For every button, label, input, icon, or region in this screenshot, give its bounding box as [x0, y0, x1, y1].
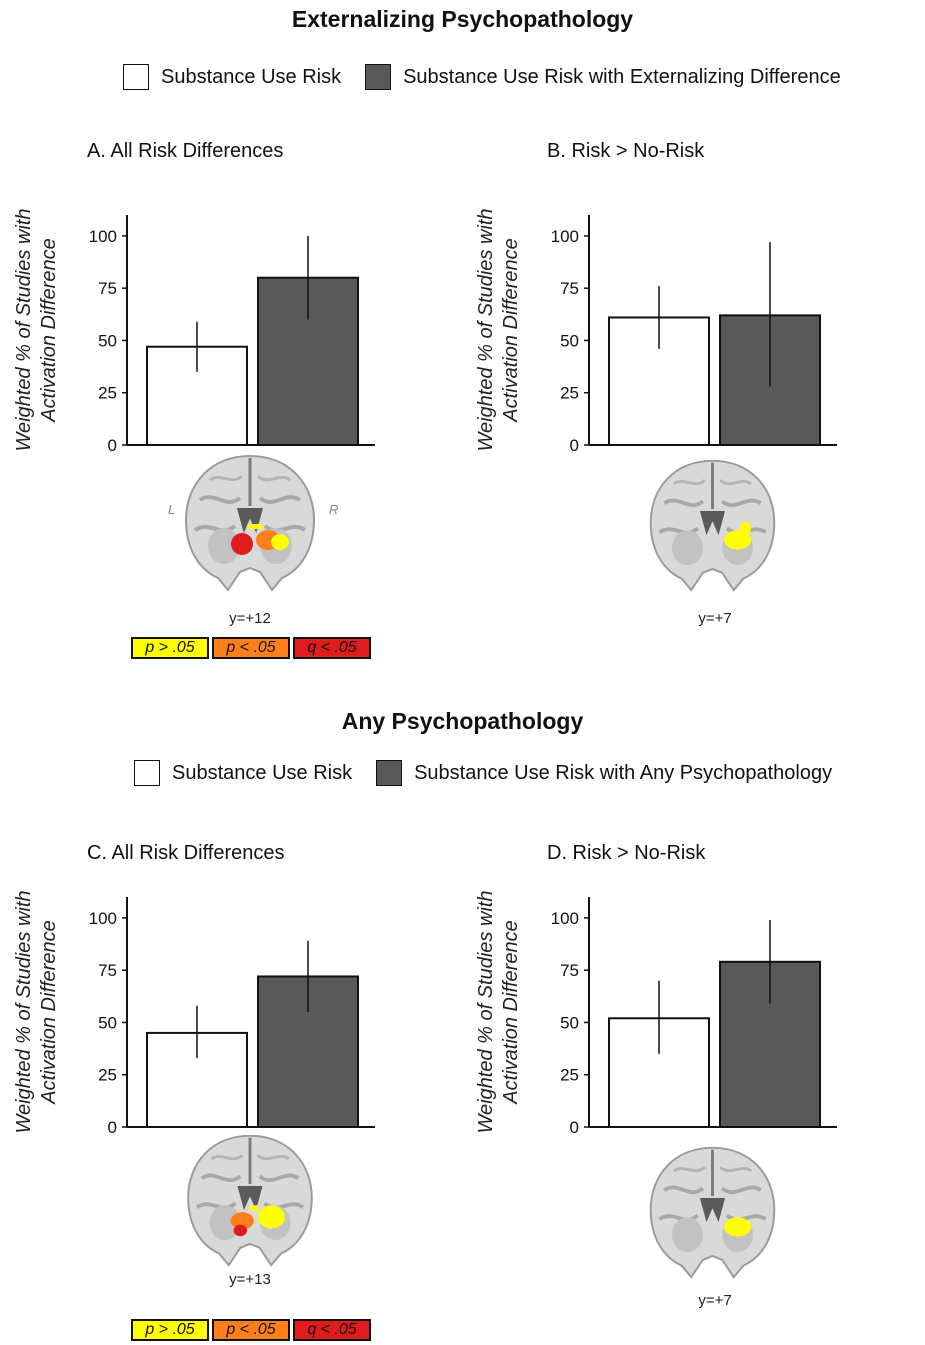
- activation-clusters-a: [231, 524, 289, 555]
- activation-clusters-d: [724, 1217, 752, 1237]
- y-axis-label-line2: Activation Difference: [38, 238, 60, 422]
- y-tick-label: 75: [560, 279, 579, 298]
- y-tick-label: 50: [98, 331, 117, 350]
- y-axis-label-line1: Weighted % of Studies with: [13, 208, 35, 451]
- bar-chart-b: Weighted % of Studies with Activation Dif…: [475, 208, 837, 455]
- legend-swatch-risk-externalizing: [365, 64, 392, 90]
- right-hemisphere-label: R: [329, 502, 339, 517]
- sig-box-p-greater: p > .05: [131, 637, 209, 659]
- y-axis-label-line1: Weighted % of Studies with: [475, 208, 497, 451]
- activation-clusters-c: [230, 1205, 285, 1237]
- coordinate-label-a: y=+12: [229, 610, 271, 627]
- y-axis-label-line1: Weighted % of Studies with: [13, 890, 35, 1133]
- legend-label-risk: Substance Use Risk: [161, 65, 342, 88]
- legend-swatch-risk: [123, 64, 149, 90]
- bar-chart-a: Weighted % of Studies with Activation Dif…: [13, 208, 375, 455]
- legend-any: Substance Use Risk Substance Use Risk wi…: [134, 760, 832, 786]
- bar-risk: [608, 316, 710, 446]
- y-tick-label: 50: [560, 1013, 579, 1032]
- y-tick-label: 100: [551, 227, 579, 246]
- sig-box-q-less-2: q < .05: [293, 1319, 371, 1341]
- legend-swatch-risk-2: [134, 760, 160, 786]
- y-tick-label: 0: [108, 1118, 117, 1137]
- section-title-externalizing: Externalizing Psychopathology: [291, 6, 634, 32]
- y-tick-label: 75: [98, 279, 117, 298]
- y-axis-label: Weighted % of Studies with Activation Dif…: [475, 208, 522, 451]
- y-axis-label-line2: Activation Difference: [500, 920, 522, 1104]
- legend-swatch-risk-any: [376, 760, 403, 786]
- y-axis-label: Weighted % of Studies with Activation Dif…: [13, 890, 60, 1133]
- y-axis-label: Weighted % of Studies with Activation Dif…: [475, 890, 522, 1133]
- legend-label-risk-2: Substance Use Risk: [172, 761, 353, 784]
- sig-box-p-greater-2: p > .05: [131, 1319, 209, 1341]
- y-tick-label: 0: [570, 436, 579, 455]
- y-tick-label: 75: [98, 961, 117, 980]
- y-tick-label: 0: [108, 436, 117, 455]
- y-axis-label-line2: Activation Difference: [500, 238, 522, 422]
- left-hemisphere-label: L: [168, 502, 176, 517]
- y-tick-label: 100: [89, 909, 117, 928]
- sig-box-p-less: p < .05: [212, 637, 290, 659]
- y-tick-label: 50: [560, 331, 579, 350]
- y-tick-label: 25: [98, 1066, 117, 1085]
- y-tick-label: 75: [560, 961, 579, 980]
- section-title-any: Any Psychopathology: [341, 708, 584, 734]
- y-axis-label-line1: Weighted % of Studies with: [475, 890, 497, 1133]
- legend-label-risk-any: Substance Use Risk with Any Psychopathol…: [414, 761, 833, 784]
- y-tick-label: 25: [560, 1066, 579, 1085]
- coordinate-label-d: y=+7: [698, 1292, 732, 1309]
- y-axis-label-line2: Activation Difference: [38, 920, 60, 1104]
- sig-box-q-less: q < .05: [293, 637, 371, 659]
- bar-chart-c: Weighted % of Studies with Activation Dif…: [13, 890, 375, 1137]
- legend-externalizing: Substance Use Risk Substance Use Risk wi…: [123, 64, 841, 90]
- brain-slice-d: [648, 1145, 777, 1280]
- brain-slice-b: [648, 458, 777, 593]
- coordinate-label-b: y=+7: [698, 610, 732, 627]
- brain-slice-a: [184, 454, 316, 592]
- y-tick-label: 100: [551, 909, 579, 928]
- y-tick-label: 0: [570, 1118, 579, 1137]
- y-tick-label: 25: [98, 384, 117, 403]
- sig-box-p-less-2: p < .05: [212, 1319, 290, 1341]
- y-axis-label: Weighted % of Studies with Activation Dif…: [13, 208, 60, 451]
- y-tick-label: 25: [560, 384, 579, 403]
- panel-title-b: B. Risk > No-Risk: [547, 140, 705, 162]
- panel-title-c: C. All Risk Differences: [87, 842, 285, 864]
- significance-legend-bottom: p > .05 p < .05 q < .05: [131, 1319, 371, 1341]
- y-tick-label: 100: [89, 227, 117, 246]
- bar-chart-d: Weighted % of Studies with Activation Dif…: [475, 890, 837, 1137]
- coordinate-label-c: y=+13: [229, 1271, 271, 1288]
- panel-title-a: A. All Risk Differences: [87, 140, 284, 162]
- panel-title-d: D. Risk > No-Risk: [547, 842, 706, 864]
- legend-label-risk-externalizing: Substance Use Risk with Externalizing Di…: [403, 65, 841, 88]
- significance-legend-top: p > .05 p < .05 q < .05: [131, 637, 371, 659]
- brain-slice-c: [186, 1133, 314, 1268]
- y-tick-label: 50: [98, 1013, 117, 1032]
- activation-clusters-b: [724, 521, 752, 550]
